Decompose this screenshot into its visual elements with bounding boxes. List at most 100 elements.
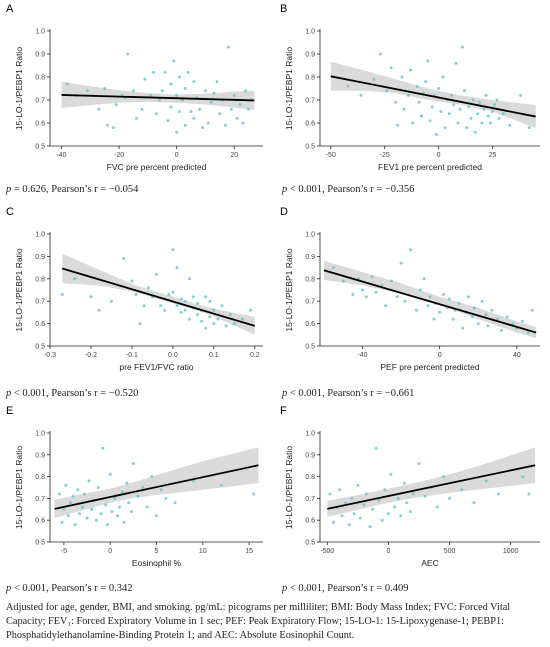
scatter-point bbox=[409, 248, 413, 252]
scatter-point bbox=[241, 121, 245, 125]
scatter-point bbox=[521, 319, 525, 323]
scatter-point bbox=[183, 87, 187, 90]
scatter-point bbox=[101, 446, 105, 450]
confidence-band bbox=[61, 81, 255, 111]
scatter-point bbox=[377, 499, 381, 503]
scatter-point bbox=[227, 45, 230, 49]
scatter-point bbox=[126, 52, 130, 56]
y-axis-label: 15-LO-1/PEBP1 Ratio bbox=[284, 47, 294, 130]
scatter-point bbox=[505, 315, 509, 319]
x-tick-label: 10 bbox=[199, 548, 207, 555]
scatter-point bbox=[76, 488, 80, 492]
x-tick-label: 0 bbox=[386, 548, 390, 555]
scatter-point bbox=[208, 299, 212, 303]
scatter-point bbox=[472, 501, 476, 505]
scatter-point bbox=[122, 257, 126, 261]
scatter-point bbox=[441, 475, 445, 479]
y-tick-label: 0.8 bbox=[305, 474, 315, 481]
scatter-point bbox=[224, 123, 228, 127]
scatter-point bbox=[178, 110, 181, 113]
x-axis-label: Eosinophil % bbox=[132, 558, 182, 568]
scatter-point bbox=[488, 121, 492, 125]
scatter-point bbox=[476, 112, 479, 116]
scatter-point bbox=[114, 103, 118, 107]
x-axis-label: pre FEV1/FVC ratio bbox=[119, 362, 193, 372]
scatter-point bbox=[228, 313, 232, 317]
panel-letter: C bbox=[6, 206, 14, 218]
scatter-point bbox=[393, 505, 397, 509]
scatter-point bbox=[442, 293, 445, 296]
scatter-point bbox=[508, 123, 512, 127]
scatter-point bbox=[73, 277, 77, 281]
scatter-point bbox=[71, 494, 75, 498]
scatter-point bbox=[178, 75, 181, 79]
scatter-point bbox=[90, 507, 94, 511]
scatter-point bbox=[106, 123, 110, 127]
scatter-point bbox=[361, 288, 364, 292]
scatter-point bbox=[224, 324, 228, 328]
scatter-point bbox=[461, 326, 465, 330]
scatter-point bbox=[99, 512, 103, 516]
scatter-point bbox=[389, 472, 393, 476]
scatter-point bbox=[108, 472, 112, 476]
scatter-point bbox=[249, 308, 253, 312]
y-tick-label: 0.6 bbox=[35, 321, 45, 328]
scatter-point bbox=[87, 479, 91, 483]
scatter-point bbox=[346, 84, 350, 88]
scatter-point bbox=[447, 297, 451, 301]
scatter-point bbox=[171, 290, 175, 294]
scatter-point bbox=[493, 103, 497, 107]
scatter-point bbox=[394, 100, 397, 104]
x-tick-label: -40 bbox=[56, 152, 66, 159]
scatter-point bbox=[439, 110, 443, 113]
x-tick-label: -0.3 bbox=[44, 352, 56, 359]
x-tick-label: 0 bbox=[108, 548, 112, 555]
confidence-band bbox=[323, 260, 537, 339]
scatter-point bbox=[85, 89, 89, 93]
scatter-point bbox=[399, 514, 403, 518]
scatter-point bbox=[467, 105, 471, 109]
x-tick-label: -0.2 bbox=[85, 352, 97, 359]
scatter-point bbox=[141, 486, 145, 489]
scatter-point bbox=[385, 89, 389, 93]
scatter-point bbox=[97, 308, 101, 312]
scatter-point bbox=[484, 93, 488, 97]
scatter-point bbox=[378, 52, 382, 56]
scatter-point bbox=[511, 322, 515, 326]
scatter-point bbox=[130, 510, 133, 513]
y-tick-label: 0.5 bbox=[305, 540, 315, 547]
y-tick-label: 0.7 bbox=[305, 299, 315, 306]
scatter-point bbox=[219, 483, 223, 487]
scatter-point bbox=[463, 89, 466, 93]
x-tick-label: -40 bbox=[357, 352, 367, 359]
y-axis-label: 15-LO-1/PEBP1 Ratio bbox=[14, 446, 24, 529]
scatter-point bbox=[160, 89, 164, 93]
y-tick-label: 0.8 bbox=[35, 276, 45, 283]
scatter-point bbox=[490, 308, 494, 312]
scatter-point bbox=[428, 119, 432, 123]
x-tick-label: 15 bbox=[245, 548, 253, 555]
scatter-point bbox=[65, 82, 69, 86]
scatter-point bbox=[183, 308, 187, 312]
scatter-point bbox=[138, 322, 142, 326]
scatter-point bbox=[469, 116, 473, 120]
scatter-point bbox=[476, 322, 480, 326]
scatter-point bbox=[447, 112, 451, 116]
scatter-point bbox=[125, 481, 129, 485]
figure-footnote: Adjusted for age, gender, BMI, and smoki… bbox=[6, 602, 511, 641]
y-tick-label: 0.6 bbox=[305, 321, 315, 328]
scatter-point bbox=[495, 98, 499, 102]
panel-letter: E bbox=[6, 405, 13, 417]
scatter-point bbox=[159, 488, 163, 492]
scatter-point bbox=[491, 110, 494, 113]
scatter-point bbox=[163, 308, 167, 312]
regression-line bbox=[323, 269, 537, 334]
scatter-point bbox=[380, 518, 384, 522]
scatter-point bbox=[209, 100, 213, 104]
scatter-point bbox=[196, 301, 199, 305]
x-axis-label: AEC bbox=[421, 558, 438, 568]
scatter-point bbox=[152, 70, 156, 74]
scatter-point bbox=[163, 70, 167, 74]
scatter-point bbox=[232, 322, 236, 326]
y-tick-label: 1.0 bbox=[305, 431, 315, 438]
